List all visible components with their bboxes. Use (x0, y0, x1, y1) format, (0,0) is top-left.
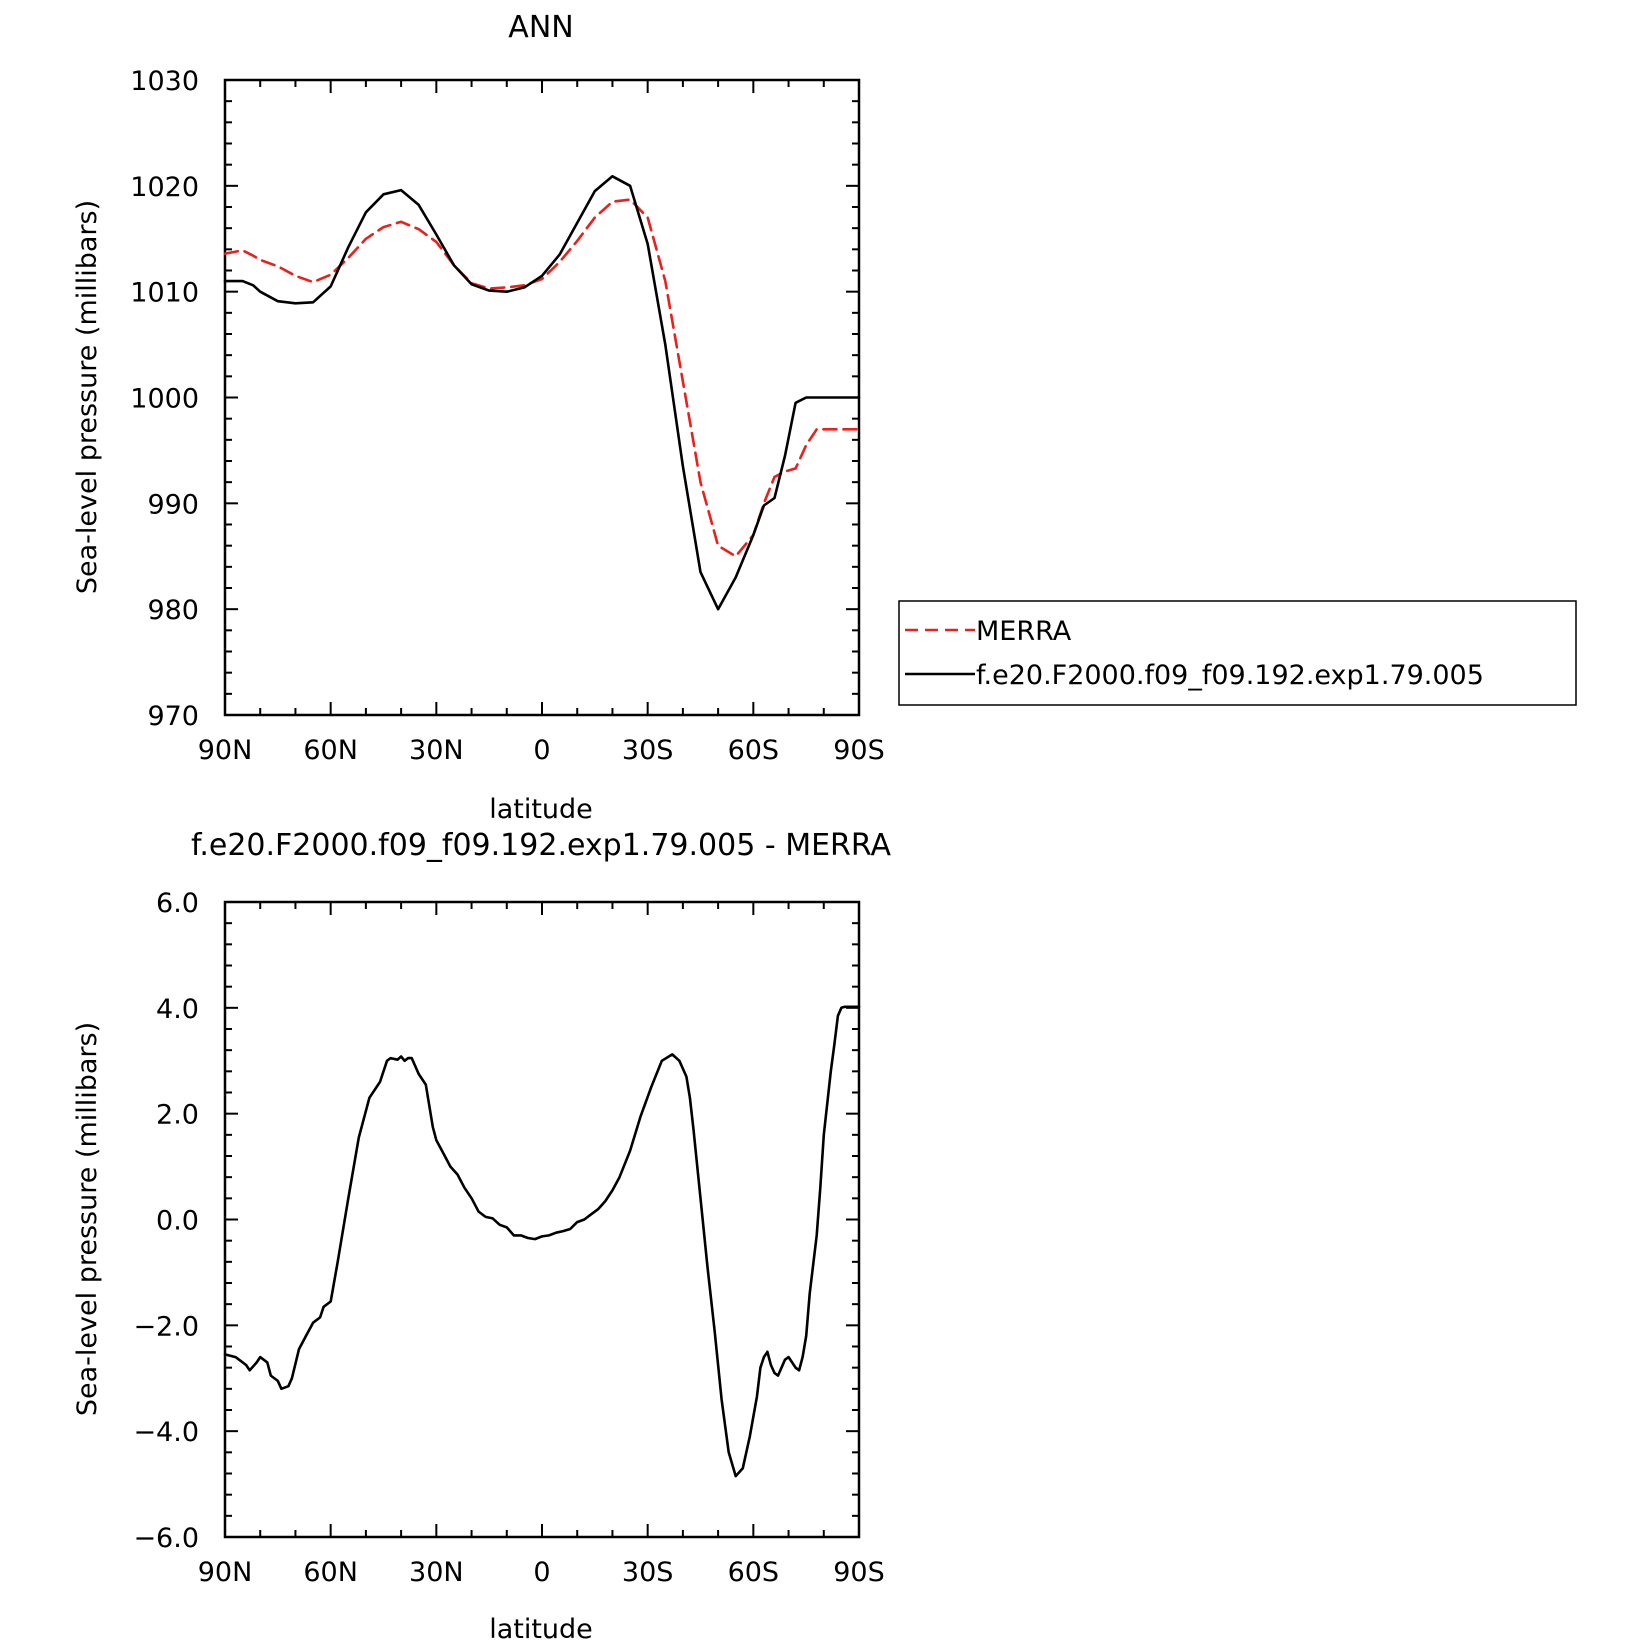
legend-model-label: f.e20.F2000.f09_f09.192.exp1.79.005 (976, 660, 1484, 691)
top-y-axis-label: Sea-level pressure (millibars) (72, 200, 103, 594)
y-tick-label: 1030 (130, 66, 199, 97)
top-ticks: 90N 60N 30N 0 30S 60S 90S 970 980 990 1000 1010 1020… (130, 66, 884, 766)
y-tick-label: −4.0 (133, 1417, 199, 1448)
x-tick-label: 30S (622, 735, 674, 766)
y-tick-label: 970 (147, 701, 199, 732)
y-tick-label: 0.0 (156, 1206, 199, 1237)
x-tick-label: 60S (728, 735, 780, 766)
y-tick-label: 1020 (130, 172, 199, 203)
y-tick-label: 1000 (130, 384, 199, 415)
x-tick-label: 60N (303, 1557, 358, 1588)
x-tick-label: 0 (533, 1557, 550, 1588)
y-tick-label: −6.0 (133, 1523, 199, 1554)
y-tick-label: 990 (147, 489, 199, 520)
legend-box (898, 600, 1577, 706)
x-tick-label: 60N (303, 735, 358, 766)
y-tick-label: 1010 (130, 278, 199, 309)
x-tick-label: 90N (198, 1557, 253, 1588)
y-tick-label: 980 (147, 595, 199, 626)
legend-merra-label: MERRA (976, 616, 1072, 647)
bottom-x-axis-label: latitude (489, 1614, 593, 1641)
top-chart-title: ANN (508, 10, 573, 45)
top-series-line-1 (223, 175, 861, 611)
top-chart-panel: ANN 90N 60N 30N 0 30S 60S 90S 970 980 990 1000 1010… (72, 10, 885, 825)
bottom-plot-frame (223, 900, 861, 1539)
bottom-ticks: 90N 60N 30N 0 30S 60S 90S −6.0 −4.0 −2.0 0.0 2.0 4.0… (133, 888, 884, 1588)
y-tick-label: 4.0 (156, 994, 199, 1025)
bottom-chart-panel: f.e20.F2000.f09_f09.192.exp1.79.005 - ME… (72, 828, 892, 1641)
bottom-series-line-0 (223, 1005, 861, 1478)
legend: MERRA f.e20.F2000.f09_f09.192.exp1.79.00… (898, 600, 1577, 706)
x-tick-label: 90N (198, 735, 253, 766)
y-tick-label: −2.0 (133, 1311, 199, 1342)
x-tick-label: 90S (833, 1557, 885, 1588)
bottom-chart-title: f.e20.F2000.f09_f09.192.exp1.79.005 - ME… (191, 828, 892, 863)
top-plot-frame (223, 78, 861, 717)
x-tick-label: 0 (533, 735, 550, 766)
x-tick-label: 60S (728, 1557, 780, 1588)
x-tick-label: 90S (833, 735, 885, 766)
y-tick-label: 6.0 (156, 888, 199, 919)
top-series-line-0 (223, 198, 861, 558)
bottom-y-axis-label: Sea-level pressure (millibars) (72, 1022, 103, 1416)
y-tick-label: 2.0 (156, 1100, 199, 1131)
bottom-series (223, 1005, 861, 1478)
top-series (223, 175, 861, 611)
x-tick-label: 30N (409, 1557, 464, 1588)
top-x-axis-label: latitude (489, 794, 593, 825)
x-tick-label: 30S (622, 1557, 674, 1588)
x-tick-label: 30N (409, 735, 464, 766)
